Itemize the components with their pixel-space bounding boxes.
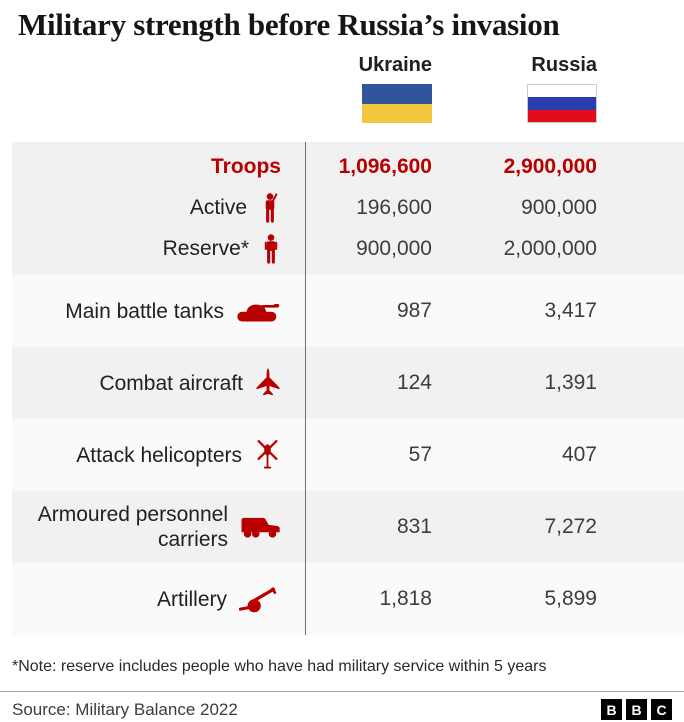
tank-icon — [237, 303, 280, 321]
fighter-jet-icon — [256, 368, 280, 396]
russia-value: 407 — [561, 443, 597, 466]
russia-value: 900,000 — [521, 195, 597, 219]
source-text: Source: Military Balance 2022 — [12, 699, 238, 719]
ukraine-value: 900,000 — [356, 236, 432, 260]
russia-value: 1,391 — [544, 371, 597, 394]
table-row-tanks: Main battle tanks 987 3,417 — [12, 275, 684, 347]
artillery-icon — [239, 586, 277, 612]
soldier-icon — [265, 192, 278, 223]
bbc-logo-block: B — [601, 699, 622, 720]
row-label: Armoured personnel carriers — [37, 503, 228, 551]
row-label: Main battle tanks — [65, 299, 224, 323]
ukraine-value: 196,600 — [356, 195, 432, 219]
helicopter-icon — [257, 439, 278, 469]
footer: Source: Military Balance 2022 B B C — [12, 699, 672, 720]
table-row-active: Active 196,600 900,000 — [12, 187, 684, 228]
ukraine-value: 831 — [396, 515, 432, 538]
ukraine-value: 987 — [396, 299, 432, 322]
table-row-aircraft: Combat aircraft 124 1,391 — [12, 347, 684, 419]
column-header-ukraine: Ukraine — [305, 54, 445, 123]
column-divider — [305, 142, 306, 635]
russia-value: 2,900,000 — [503, 154, 597, 178]
page-title: Military strength before Russia’s invasi… — [18, 7, 560, 42]
ukraine-label: Ukraine — [358, 54, 432, 76]
russia-value: 7,272 — [544, 515, 597, 538]
row-label: Attack helicopters — [76, 443, 242, 467]
footer-rule — [0, 691, 684, 692]
person-icon — [264, 233, 278, 264]
ukraine-value: 124 — [396, 371, 432, 394]
russia-label: Russia — [531, 54, 597, 76]
footnote: *Note: reserve includes people who have … — [12, 658, 547, 675]
apc-icon — [241, 517, 280, 538]
ukraine-value: 1,096,600 — [338, 154, 432, 178]
ukraine-value: 57 — [408, 443, 432, 466]
ukraine-value: 1,818 — [379, 587, 432, 610]
russia-value: 3,417 — [544, 299, 597, 322]
table-row-helicopters: Attack helicopters 57 407 — [12, 419, 684, 491]
column-header-russia: Russia — [445, 54, 610, 123]
row-label: Artillery — [156, 587, 227, 611]
row-label: Combat aircraft — [99, 371, 243, 395]
russia-value: 2,000,000 — [503, 236, 597, 260]
row-label: Active — [189, 196, 247, 219]
table-row-reserve: Reserve* 900,000 2,000,000 — [12, 228, 684, 269]
bbc-logo: B B C — [601, 699, 672, 720]
bbc-logo-block: B — [626, 699, 647, 720]
data-table: Troops 1,096,600 2,900,000 Active 196 — [12, 142, 684, 635]
column-headers: Ukraine Russia — [12, 54, 684, 123]
table-row-apc: Armoured personnel carriers 831 7,272 — [12, 491, 684, 563]
table-row-troops: Troops 1,096,600 2,900,000 — [12, 146, 684, 187]
russia-value: 5,899 — [544, 587, 597, 610]
ukraine-flag-icon — [362, 84, 432, 123]
row-label: Troops — [210, 155, 281, 178]
russia-flag-icon — [527, 84, 597, 123]
troops-group: Troops 1,096,600 2,900,000 Active 196 — [12, 142, 684, 275]
table-row-artillery: Artillery 1,818 5,899 — [12, 563, 684, 635]
bbc-logo-block: C — [651, 699, 672, 720]
row-label: Reserve* — [162, 237, 249, 260]
